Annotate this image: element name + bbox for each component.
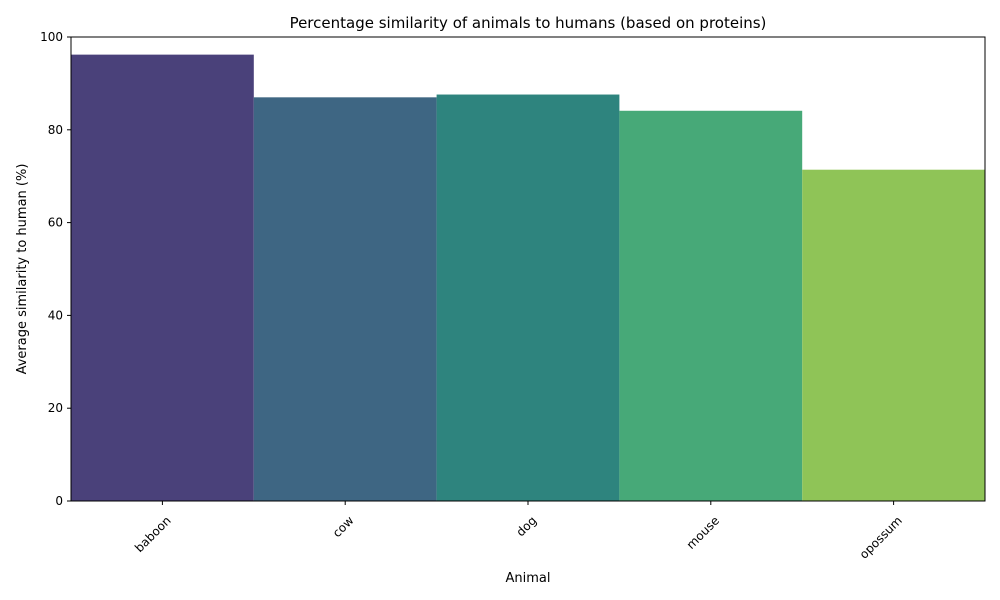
x-tick-label-cow: cow	[330, 513, 357, 540]
x-axis-ticks: baboon cow dog mouse opossum	[132, 501, 905, 562]
y-tick-label: 0	[55, 494, 63, 508]
bars-layer	[71, 54, 985, 502]
chart-title: Percentage similarity of animals to huma…	[290, 14, 767, 32]
y-tick-label: 100	[40, 30, 63, 44]
y-axis-ticks: 0 20 40 60 80 100	[40, 30, 71, 508]
y-tick-label: 40	[48, 308, 63, 322]
bar-cow	[253, 97, 437, 501]
bar-mouse	[619, 110, 803, 501]
x-tick-label-mouse: mouse	[684, 513, 722, 551]
y-tick-label: 60	[48, 216, 63, 230]
y-tick-label: 80	[48, 123, 63, 137]
x-tick-label-dog: dog	[513, 513, 539, 539]
x-tick-label-opossum: opossum	[857, 513, 905, 561]
x-axis-label: Animal	[506, 571, 551, 586]
bar-dog	[436, 94, 620, 501]
bar-opossum	[802, 169, 985, 502]
y-tick-label: 20	[48, 401, 63, 415]
x-tick-label-baboon: baboon	[132, 513, 174, 555]
bar-baboon	[71, 54, 254, 502]
y-axis-label: Average similarity to human (%)	[15, 164, 30, 375]
